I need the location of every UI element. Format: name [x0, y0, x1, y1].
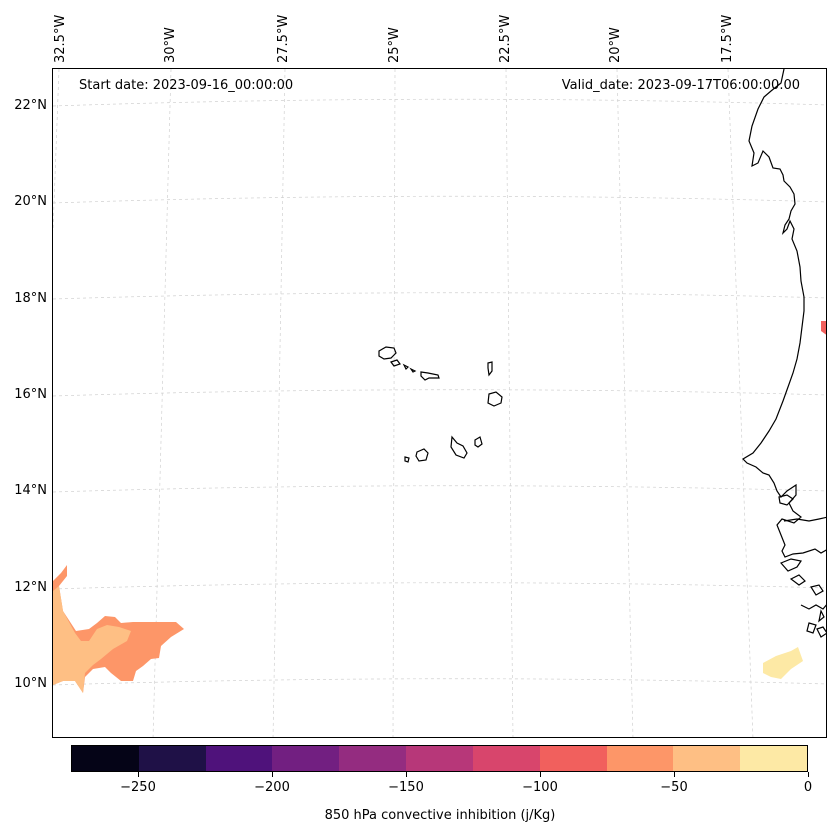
colorbar-tick: [807, 772, 809, 777]
lon-gridline-25w: [392, 69, 396, 737]
colorbar-swatch-2: [205, 746, 273, 771]
island-santo-antao: [378, 346, 397, 360]
coast-gambia: [778, 494, 794, 506]
island-brava: [404, 456, 410, 463]
lat-gridline-20n: [53, 195, 826, 204]
lat-label-14n: 14°N: [14, 483, 47, 498]
colorbar-swatch-1: [138, 746, 206, 771]
colorbar-swatch-5: [406, 746, 473, 771]
lat-label-22n: 22°N: [14, 98, 47, 113]
lat-label-20n: 20°N: [14, 194, 47, 209]
island-sal: [487, 361, 493, 377]
lon-gridline-17-5w: [727, 69, 754, 737]
lat-gridline-16n: [53, 389, 826, 397]
colorbar-swatch-3: [272, 746, 340, 771]
lon-label-22-5w: 22.5°W: [498, 14, 513, 63]
colorbar-swatch-4: [339, 746, 407, 771]
colorbar-tick-label: −150: [388, 780, 424, 795]
lon-label-25w: 25°W: [387, 27, 402, 63]
lat-label-16n: 16°N: [14, 387, 47, 402]
coast-guinea-bissau: [783, 516, 826, 522]
cabo-verde-islands: [378, 346, 503, 463]
lon-gridline-20w: [616, 69, 634, 737]
colorbar-tick: [539, 772, 541, 777]
colorbar-tick: [405, 772, 407, 777]
lat-gridline-12n: [53, 582, 826, 590]
lat-label-12n: 12°N: [14, 580, 47, 595]
lon-label-20w: 20°W: [608, 27, 623, 63]
africa-coastline: [742, 69, 826, 638]
valid-date-label: Valid_date: 2023-09-17T06:00:00.00: [561, 78, 800, 93]
colorbar-swatch-9: [673, 746, 741, 771]
lon-label-27-5w: 27.5°W: [276, 14, 291, 63]
island-santiago: [450, 435, 468, 459]
colorbar-tick-label: −250: [120, 780, 156, 795]
colorbar-tick-label: −50: [660, 780, 688, 795]
lat-gridline-14n: [53, 485, 826, 493]
island-sao-nicolau: [409, 367, 440, 381]
colorbar-swatch-7: [539, 746, 607, 771]
lat-gridline-22n: [53, 98, 826, 107]
colorbar-tick-label: −200: [254, 780, 290, 795]
lat-label-18n: 18°N: [14, 291, 47, 306]
colorbar-tick-label: 0: [803, 780, 813, 795]
map-canvas: [53, 69, 826, 737]
colorbar: [71, 745, 808, 772]
colorbar-swatch-8: [606, 746, 674, 771]
colorbar-tick: [673, 772, 675, 777]
island-santa-luzia: [402, 363, 410, 371]
island-sao-vicente: [390, 359, 401, 367]
lon-label-30w: 30°W: [163, 27, 178, 63]
colorbar-tick-label: −100: [522, 780, 558, 795]
island-maio: [474, 436, 483, 448]
lon-label-17-5w: 17.5°W: [720, 14, 735, 63]
island-boa-vista: [487, 391, 503, 407]
coast-mauritania-senegal: [742, 69, 826, 558]
colorbar-tick: [137, 772, 139, 777]
cin-fill-southeast-yellow: [763, 647, 803, 679]
cin-fill-southwest-light: [53, 586, 131, 693]
lon-gridline-27-5w: [272, 69, 286, 737]
start-date-label: Start date: 2023-09-16_00:00:00: [79, 78, 294, 93]
lat-gridline-18n: [53, 292, 826, 300]
coast-bijagos: [779, 558, 824, 596]
lon-gridline-32-5w: [53, 69, 60, 232]
colorbar-swatch-0: [72, 746, 139, 771]
colorbar-swatch-10: [740, 746, 807, 771]
map-panel[interactable]: [52, 68, 827, 738]
lat-gridline-10n: [53, 678, 826, 686]
colorbar-label: 850 hPa convective inhibition (j/Kg): [324, 808, 556, 823]
lon-label-32-5w: 32.5°W: [53, 14, 68, 63]
cin-fill-regions: [53, 321, 826, 693]
lat-label-10n: 10°N: [14, 676, 47, 691]
colorbar-tick: [271, 772, 273, 777]
lon-gridline-22-5w: [505, 69, 514, 737]
cin-fill-east-coast: [821, 321, 826, 335]
coast-guinea: [800, 604, 826, 638]
colorbar-swatch-6: [472, 746, 540, 771]
island-fogo: [415, 448, 429, 462]
